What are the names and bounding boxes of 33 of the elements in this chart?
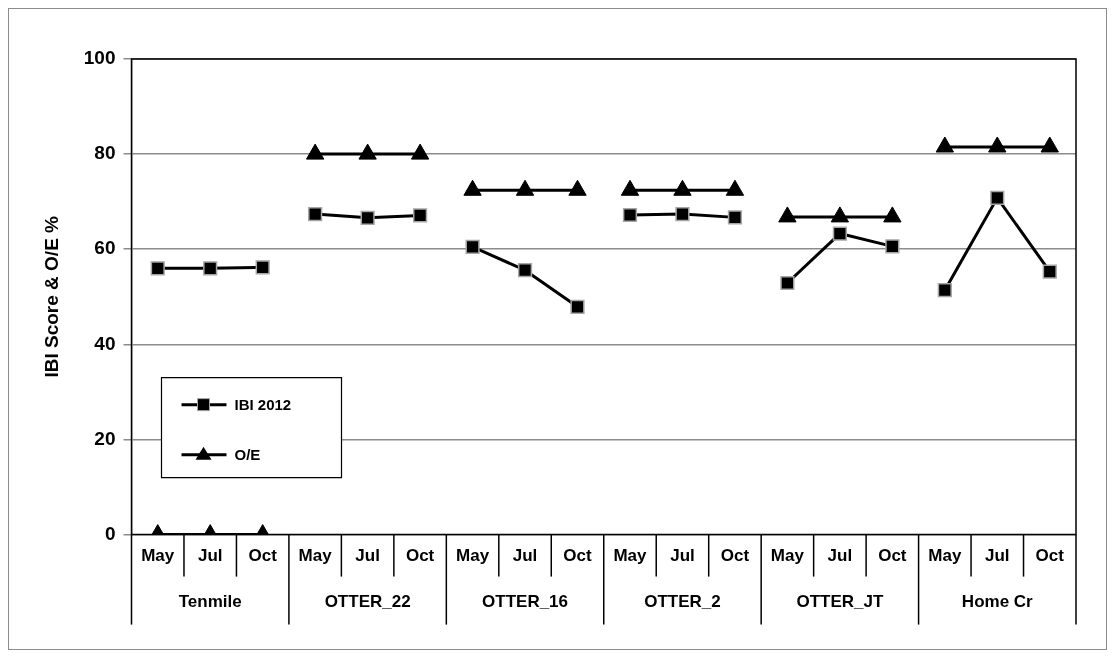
x-tick-label: May	[456, 546, 490, 566]
legend-label: IBI 2012	[234, 395, 292, 413]
legend-label: O/E	[234, 445, 261, 463]
x-tick-label: Jul	[197, 546, 223, 566]
x-tick-label: May	[613, 546, 648, 566]
x-tick-label: May	[770, 546, 805, 566]
y-tick-label: 100	[83, 47, 116, 69]
y-tick-label: 0	[104, 522, 116, 544]
y-axis-title: IBI Score & O/E %	[40, 215, 62, 378]
x-tick-label: Oct	[1035, 546, 1065, 566]
x-tick-label: Jul	[670, 546, 695, 566]
x-tick-label: Oct	[720, 546, 750, 566]
text: OTTER_22	[324, 592, 411, 612]
x-tick-label: Oct	[405, 546, 435, 566]
text: OTTER_2	[644, 592, 721, 612]
y-tick-label: 60	[94, 237, 116, 259]
y-tick-label: 80	[94, 142, 116, 164]
x-tick-label: Oct	[878, 546, 907, 566]
x-tick-label: May	[928, 546, 962, 566]
x-tick-label: Oct	[248, 546, 278, 566]
x-tick-label: May	[298, 546, 333, 566]
x-tick-label: Jul	[355, 546, 380, 566]
text: Home Cr	[961, 592, 1034, 612]
text: Tenmile	[178, 592, 242, 612]
text: OTTER_JT	[796, 592, 884, 612]
x-tick-label: Oct	[563, 546, 593, 566]
x-tick-label: Jul	[512, 546, 538, 566]
text: OTTER_16	[482, 592, 569, 612]
x-tick-label: Jul	[985, 546, 1010, 566]
y-tick-label: 40	[94, 332, 116, 354]
y-tick-label: 20	[94, 427, 116, 449]
x-tick-label: May	[141, 546, 175, 566]
x-tick-label: Jul	[827, 546, 853, 566]
